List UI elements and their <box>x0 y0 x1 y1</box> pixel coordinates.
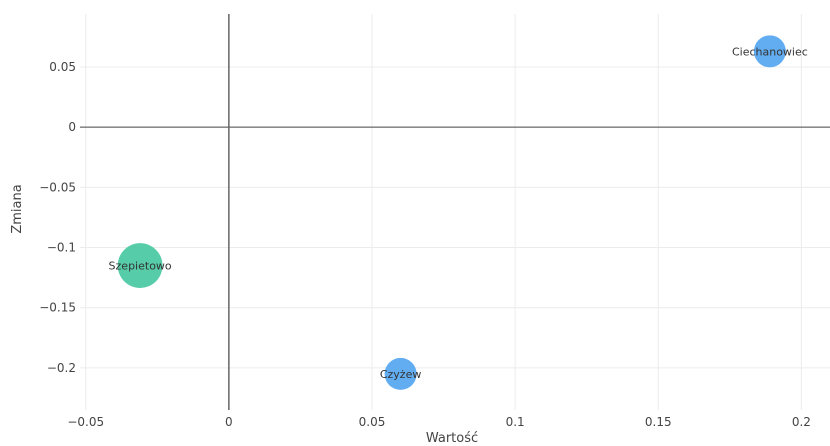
y-tick-label: −0.2 <box>47 361 76 375</box>
data-point[interactable] <box>117 243 163 288</box>
data-point-label: Ciechanowiec <box>732 45 808 58</box>
y-tick-label: −0.1 <box>47 241 76 255</box>
axes-layer <box>80 14 830 410</box>
data-point[interactable] <box>384 357 417 390</box>
x-tick-label: 0 <box>225 415 233 429</box>
y-tick-label: 0.05 <box>49 60 76 74</box>
x-tick-label: 0.2 <box>792 415 811 429</box>
y-tick-label: −0.05 <box>39 180 76 194</box>
x-axis-title: Wartość <box>426 431 478 446</box>
y-axis-title: Zmiana <box>10 184 25 233</box>
data-point-label: Szepietowo <box>109 260 172 273</box>
x-tick-label: 0.1 <box>506 415 525 429</box>
x-tick-label: 0.05 <box>359 415 386 429</box>
data-point[interactable] <box>753 35 786 68</box>
y-tick-label: −0.15 <box>39 301 76 315</box>
points-layer: Ciechanowiec Szepietowo Czyżew <box>109 35 808 390</box>
grid-layer <box>80 14 830 410</box>
data-point-label: Czyżew <box>380 368 422 381</box>
y-tick-label: 0 <box>68 120 76 134</box>
x-tick-label: 0.15 <box>645 415 672 429</box>
x-tick-label: −0.05 <box>67 415 104 429</box>
ticks-layer: −0.05 0 0.05 0.1 0.15 0.2 0.05 0 −0.05 −0.1 −0.15 −… <box>39 60 811 429</box>
